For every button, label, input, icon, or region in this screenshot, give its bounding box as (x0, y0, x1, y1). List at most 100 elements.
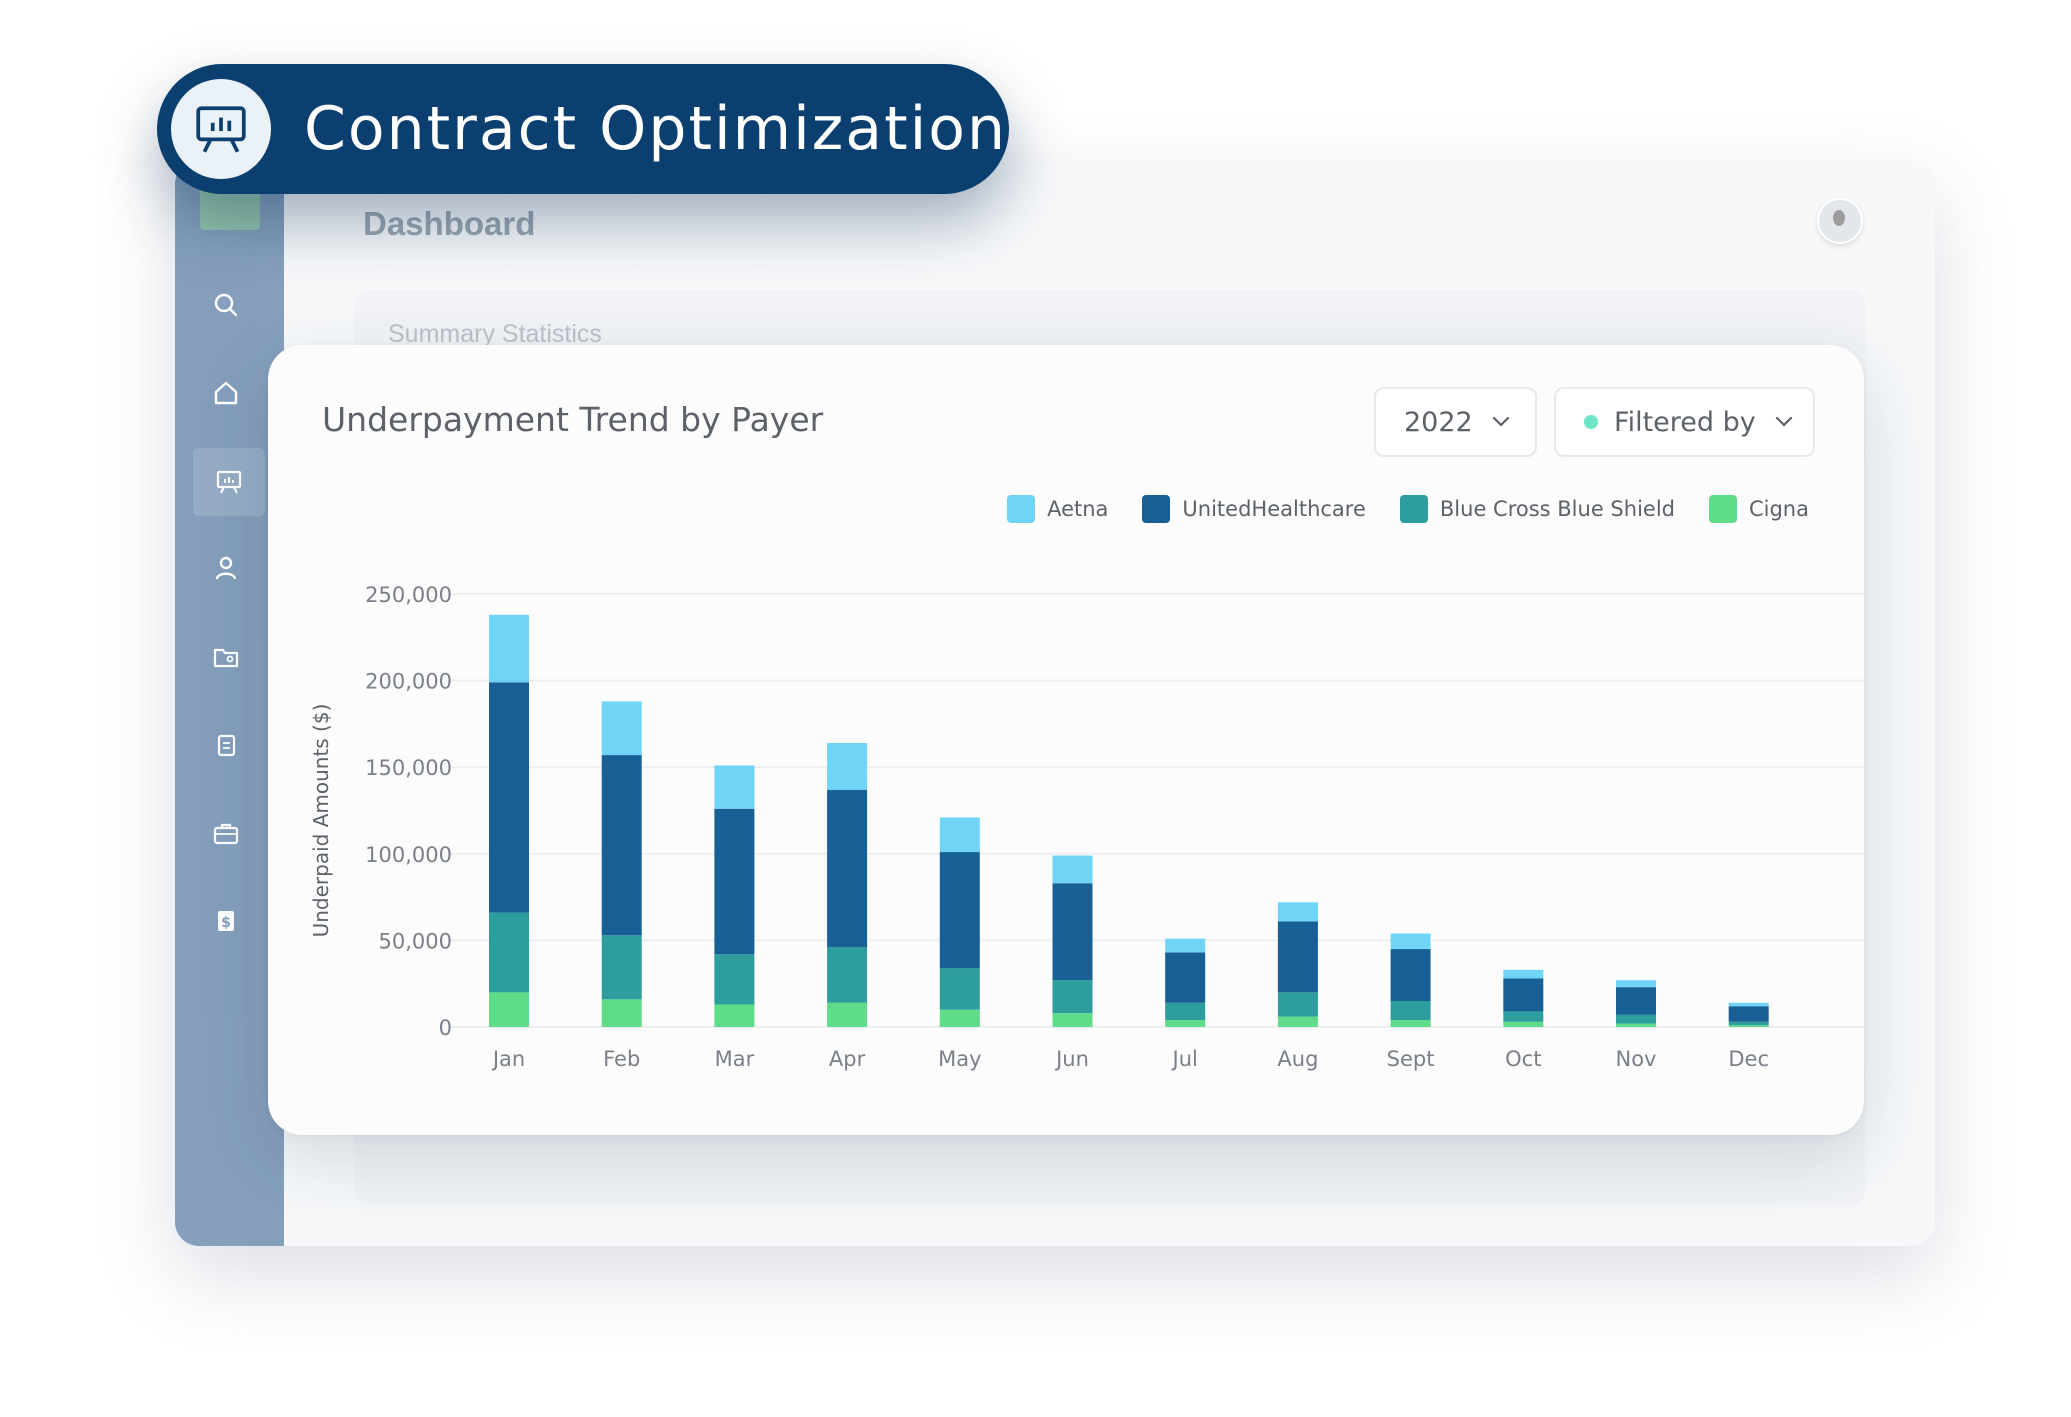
bar-segment (1277, 902, 1318, 922)
presentation-chart-icon (171, 79, 271, 179)
y-axis-label: Underpaid Amounts ($) (309, 704, 333, 938)
chart-legend: Aetna UnitedHealthcare Blue Cross Blue Shi… (973, 495, 1809, 523)
user-icon[interactable] (211, 553, 241, 583)
legend-item[interactable]: Cigna (1708, 495, 1809, 523)
search-icon[interactable] (211, 290, 241, 320)
legend-swatch (1007, 495, 1036, 523)
bar-segment (489, 912, 529, 993)
bar-segment (714, 1004, 755, 1027)
legend-swatch (1142, 495, 1171, 523)
legend-label: Aetna (1047, 497, 1109, 521)
bar-segment (714, 954, 755, 1005)
bar-segment (827, 789, 868, 948)
x-tick-label: Dec (1728, 1047, 1769, 1071)
x-tick-label: May (938, 1047, 981, 1071)
bar-segment (1052, 980, 1093, 1014)
bar-segment (489, 614, 529, 683)
y-tick-label: 100,000 (365, 843, 452, 867)
y-tick-label: 250,000 (365, 583, 452, 607)
bar-segment (939, 817, 980, 853)
folder-user-icon[interactable] (211, 642, 241, 672)
bar-segment (1616, 1023, 1656, 1027)
bar-segment (1616, 980, 1656, 988)
avatar[interactable] (1817, 198, 1863, 244)
chart-card: Underpayment Trend by Payer 2022 Filtere… (268, 345, 1864, 1135)
bar-segment (827, 1002, 868, 1027)
x-tick-label: Sept (1387, 1047, 1435, 1071)
bar-segment (1052, 1013, 1093, 1027)
bar-segment (1503, 978, 1544, 1012)
bar-segment (601, 999, 642, 1027)
legend-item[interactable]: UnitedHealthcare (1142, 495, 1366, 523)
bar-segment (1503, 1021, 1544, 1027)
legend-swatch (1708, 495, 1737, 523)
legend-label: Blue Cross Blue Shield (1439, 497, 1675, 521)
legend-item[interactable]: Aetna (1007, 495, 1108, 523)
y-tick-label: 150,000 (365, 756, 452, 780)
chevron-down-icon (1774, 415, 1794, 429)
stacked-bar-chart: 0 50,000 100,000 150,000 200,000 250,000 Under… (309, 583, 1864, 1071)
bar-segment (939, 1009, 980, 1027)
feature-badge: Contract Optimization (157, 64, 1009, 194)
bar-segment (1052, 883, 1093, 981)
bar-segment (1728, 1025, 1769, 1027)
bar-segment (714, 808, 755, 955)
feature-title: Contract Optimization (304, 94, 1007, 164)
legend-label: UnitedHealthcare (1182, 497, 1366, 521)
bar-segment (1503, 1011, 1544, 1022)
filter-select[interactable]: Filtered by (1554, 387, 1815, 457)
presentation-chart-icon (216, 470, 242, 494)
bar-segment (1728, 1006, 1769, 1022)
y-tick-label: 200,000 (365, 670, 452, 694)
bar-segment (1165, 1020, 1206, 1027)
bar-segment (714, 765, 755, 809)
bar-segment (827, 742, 868, 790)
bar-segment (489, 992, 529, 1027)
dollar-document-icon[interactable]: $ (211, 906, 241, 936)
year-select-value: 2022 (1404, 406, 1473, 438)
x-tick-label: Apr (829, 1047, 866, 1071)
bar-segment (1728, 1002, 1769, 1007)
bar-segment (601, 935, 642, 1000)
filter-status-dot (1584, 415, 1598, 429)
x-tick-label: Aug (1277, 1047, 1318, 1071)
bar-segment (1277, 1016, 1318, 1027)
y-tick-label: 0 (439, 1016, 452, 1040)
briefcase-icon[interactable] (211, 818, 241, 848)
chevron-down-icon (1491, 415, 1511, 429)
legend-swatch (1399, 495, 1428, 523)
x-tick-label: Mar (715, 1047, 755, 1071)
document-copy-icon[interactable] (211, 730, 241, 760)
bar-segment (601, 755, 642, 936)
home-icon[interactable] (211, 378, 241, 408)
x-tick-label: Oct (1505, 1047, 1541, 1071)
bar-segment (1503, 969, 1544, 979)
bar-segment (1052, 855, 1093, 884)
x-tick-label: Jul (1171, 1047, 1198, 1071)
x-tick-label: Feb (603, 1047, 640, 1071)
year-select[interactable]: 2022 (1374, 387, 1537, 457)
bar-segment (1390, 1020, 1431, 1027)
bar-segment (827, 947, 868, 1003)
bar-segment (1390, 1001, 1431, 1021)
bar-segment (939, 852, 980, 969)
legend-item[interactable]: Blue Cross Blue Shield (1399, 495, 1675, 523)
bar-segment (489, 682, 529, 913)
page-title: Dashboard (363, 205, 536, 242)
x-tick-label: Jun (1054, 1047, 1089, 1071)
y-tick-label: 50,000 (379, 929, 452, 953)
legend-label: Cigna (1748, 497, 1809, 521)
bar-segment (601, 701, 642, 756)
bar-segment (1277, 992, 1318, 1017)
bar-segment (1165, 1002, 1206, 1021)
bar-segment (1165, 938, 1206, 953)
x-tick-label: Nov (1616, 1047, 1657, 1071)
x-tick-label: Jan (491, 1047, 525, 1071)
bar-segment (939, 968, 980, 1010)
bar-segment (1616, 1014, 1656, 1024)
bar-segment (1277, 921, 1318, 993)
sidebar: $ (175, 160, 284, 1246)
sidebar-item-contract-optimization[interactable] (193, 448, 265, 516)
bar-segment (1616, 987, 1656, 1015)
chart-title: Underpayment Trend by Payer (322, 400, 824, 439)
